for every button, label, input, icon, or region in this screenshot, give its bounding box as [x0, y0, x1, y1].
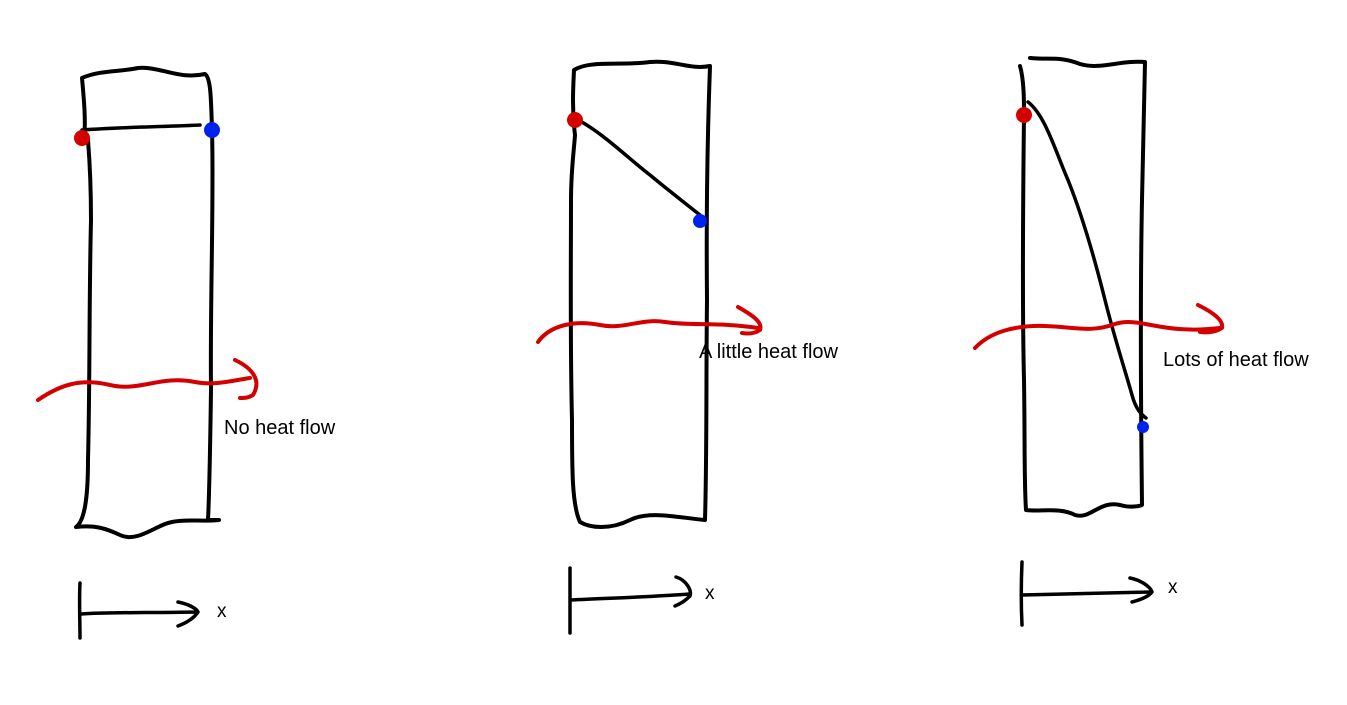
bar-outline-1 — [74, 65, 221, 540]
temperature-profile-line-2 — [572, 116, 702, 217]
panel-2 — [536, 59, 763, 635]
heat-flow-arrow-3 — [973, 303, 1225, 350]
temperature-profile-line-1 — [80, 123, 202, 132]
panel-2-label: A little heat flow — [699, 341, 838, 363]
hot-end-dot-1 — [74, 130, 90, 146]
panel-1 — [36, 65, 259, 640]
hot-end-dot-3 — [1016, 107, 1032, 123]
heat-flow-arrow-2 — [536, 305, 763, 344]
x-axis-arrow-2 — [568, 566, 693, 635]
cold-end-dot-1 — [204, 122, 220, 138]
bar-outline-3 — [1018, 56, 1147, 518]
hot-end-dot-2 — [567, 112, 583, 128]
panel-3 — [973, 56, 1225, 627]
panel-3-axis-label: x — [1168, 577, 1178, 598]
panel-1-axis-label: x — [217, 601, 227, 622]
heat-flow-arrow-1 — [36, 358, 259, 402]
cold-end-dot-3 — [1137, 421, 1149, 433]
x-axis-arrow-3 — [1019, 560, 1154, 627]
x-axis-arrow-1 — [77, 581, 200, 640]
panel-3-label: Lots of heat flow — [1163, 349, 1309, 371]
bar-outline-2 — [568, 59, 712, 529]
temperature-profile-line-3 — [1026, 100, 1148, 420]
panel-1-label: No heat flow — [224, 417, 336, 439]
panel-2-axis-label: x — [705, 583, 715, 604]
cold-end-dot-2 — [693, 214, 707, 228]
